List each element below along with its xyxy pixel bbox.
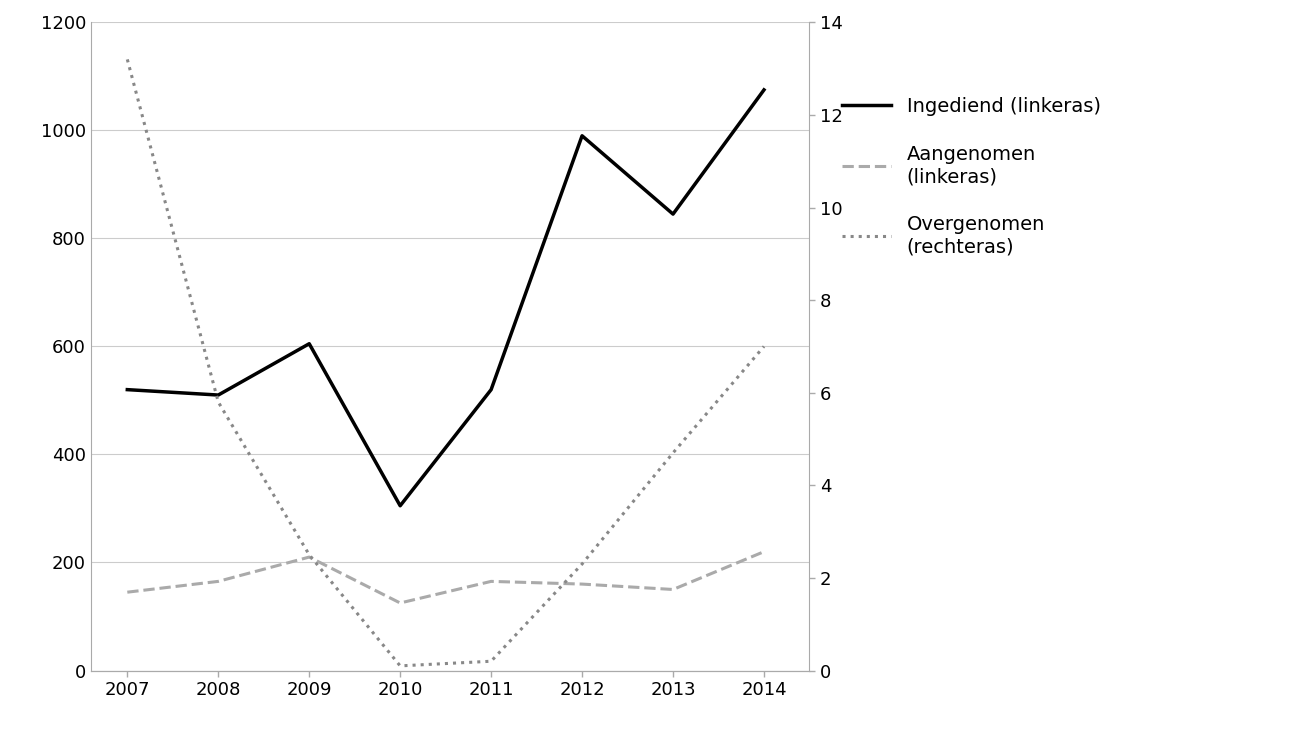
- Overgenomen
(rechteras): [392, 662, 408, 671]
- Ingediend (linkeras): [120, 385, 135, 394]
- Aangenomen
(linkeras): [210, 577, 226, 586]
- Overgenomen
(rechteras): [483, 657, 499, 666]
- Aangenomen
(linkeras): [756, 547, 772, 556]
- Line: Aangenomen
(linkeras): Aangenomen (linkeras): [127, 551, 764, 603]
- Line: Overgenomen
(rechteras): Overgenomen (rechteras): [127, 60, 764, 666]
- Ingediend (linkeras): [210, 390, 226, 399]
- Overgenomen
(rechteras): [120, 55, 135, 64]
- Ingediend (linkeras): [665, 209, 681, 218]
- Ingediend (linkeras): [574, 131, 590, 140]
- Ingediend (linkeras): [756, 86, 772, 95]
- Overgenomen
(rechteras): [665, 448, 681, 457]
- Ingediend (linkeras): [392, 501, 408, 510]
- Aangenomen
(linkeras): [665, 585, 681, 594]
- Aangenomen
(linkeras): [483, 577, 499, 586]
- Overgenomen
(rechteras): [756, 342, 772, 351]
- Aangenomen
(linkeras): [301, 553, 317, 562]
- Aangenomen
(linkeras): [574, 580, 590, 589]
- Overgenomen
(rechteras): [301, 551, 317, 559]
- Line: Ingediend (linkeras): Ingediend (linkeras): [127, 90, 764, 506]
- Overgenomen
(rechteras): [210, 398, 226, 407]
- Aangenomen
(linkeras): [392, 598, 408, 607]
- Legend: Ingediend (linkeras), Aangenomen
(linkeras), Overgenomen
(rechteras): Ingediend (linkeras), Aangenomen (linker…: [842, 97, 1100, 256]
- Ingediend (linkeras): [301, 339, 317, 348]
- Overgenomen
(rechteras): [574, 559, 590, 568]
- Aangenomen
(linkeras): [120, 588, 135, 597]
- Ingediend (linkeras): [483, 385, 499, 394]
